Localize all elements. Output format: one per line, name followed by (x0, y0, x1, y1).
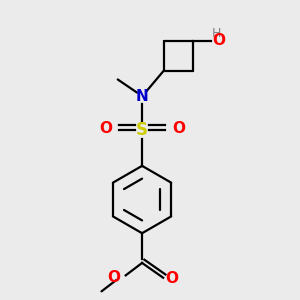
Text: S: S (136, 121, 148, 139)
Text: O: O (172, 122, 185, 136)
Text: O: O (212, 34, 225, 49)
Text: H: H (212, 27, 221, 40)
Text: O: O (107, 270, 120, 285)
Text: O: O (99, 122, 112, 136)
Text: N: N (136, 89, 148, 104)
Text: O: O (165, 271, 178, 286)
